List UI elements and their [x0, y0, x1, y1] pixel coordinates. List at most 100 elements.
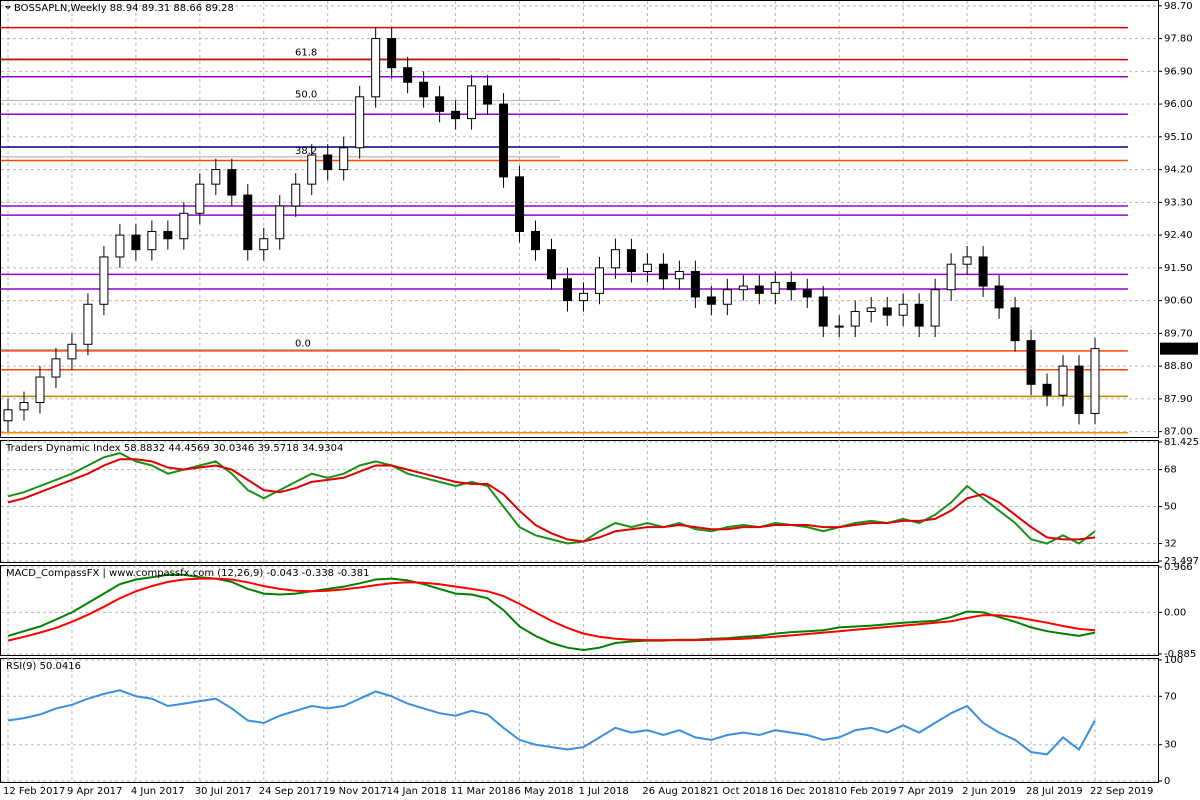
panel-title: BOSSAPLN,Weekly 88.94 89.31 88.66 89.28 — [14, 3, 234, 14]
candle-body — [562, 278, 572, 302]
y-tick-label: -0.885 — [1164, 649, 1196, 660]
x-tick-label: 4 Jun 2017 — [131, 786, 185, 797]
candle-body — [930, 289, 940, 327]
y-tick-label: 88.80 — [1164, 361, 1193, 372]
candle-body — [802, 289, 812, 298]
candle-body — [818, 296, 828, 327]
y-tick-label: 0 — [1164, 776, 1170, 787]
indicator-line — [7, 577, 1096, 642]
x-tick-label: 19 Nov 2017 — [323, 786, 387, 797]
y-tick-label: 50 — [1164, 502, 1177, 513]
candle-body — [515, 176, 525, 232]
candle-body — [19, 402, 29, 411]
candle-body — [962, 256, 972, 265]
x-tick-label: 11 Mar 2018 — [451, 786, 514, 797]
candle-body — [51, 358, 61, 378]
panel-title: MACD_CompassFX | www.compassfx.com (12,2… — [6, 568, 369, 579]
candle-body — [610, 249, 620, 269]
candle-body — [435, 96, 445, 112]
y-tick-label: 90.60 — [1164, 296, 1193, 307]
candle-body — [866, 307, 876, 313]
candle-body — [1074, 365, 1084, 414]
y-tick-label: 89.70 — [1164, 328, 1193, 339]
x-tick-label: 16 Dec 2018 — [770, 786, 834, 797]
y-tick-label: 98.70 — [1164, 1, 1193, 12]
candle-body — [83, 303, 93, 345]
y-tick-label: 81.4257 — [1164, 437, 1200, 448]
candle-body — [914, 303, 924, 327]
y-tick-label: 92.40 — [1164, 230, 1193, 241]
price-box — [1160, 342, 1198, 355]
candle-body — [898, 303, 908, 316]
y-tick-label: 68 — [1164, 465, 1177, 476]
y-tick-label: 70 — [1164, 691, 1177, 702]
candle-body — [626, 249, 636, 272]
y-tick-label: 87.00 — [1164, 427, 1193, 438]
candle-body — [243, 194, 253, 251]
y-tick-label: 100 — [1164, 655, 1183, 666]
candle-body — [994, 285, 1004, 309]
candle-body — [195, 183, 205, 214]
candle-body — [371, 38, 381, 98]
candle-body — [227, 169, 237, 196]
candle-body — [147, 230, 157, 251]
tdi-panel-frame — [0, 440, 1159, 563]
candle-body — [3, 409, 13, 422]
candle-body — [115, 234, 125, 258]
indicator-line — [7, 573, 1096, 652]
candle-body — [1042, 383, 1052, 396]
y-tick-label: 95.10 — [1164, 132, 1193, 143]
candle-body — [642, 263, 652, 272]
candle-body — [387, 38, 397, 69]
y-tick-label: 32 — [1164, 539, 1177, 550]
candle-body — [850, 311, 860, 327]
candle-body — [131, 234, 141, 251]
macd-panel-frame — [0, 565, 1159, 656]
y-tick-label: 23.4971 — [1164, 556, 1200, 567]
candle-body — [531, 230, 541, 251]
fib-label: 38.2 — [295, 146, 317, 157]
candle-body — [1090, 348, 1100, 414]
candle-body — [307, 154, 317, 185]
x-tick-label: 14 Jan 2018 — [387, 786, 447, 797]
candle-body — [722, 289, 732, 305]
x-tick-label: 21 Oct 2018 — [706, 786, 768, 797]
candle-body — [770, 281, 780, 294]
x-tick-label: 28 Jul 2019 — [1026, 786, 1083, 797]
x-tick-label: 2 Jun 2019 — [962, 786, 1016, 797]
candle-body — [690, 270, 700, 298]
candle-body — [674, 270, 684, 280]
candle-body — [483, 85, 493, 105]
candle-body — [339, 147, 349, 171]
y-tick-label: 0.966 — [1164, 562, 1193, 573]
y-tick-label: 30 — [1164, 740, 1177, 751]
candle-body — [786, 281, 796, 291]
main-panel-frame — [0, 0, 1159, 438]
candle-body — [163, 230, 173, 240]
fib-label: 0.0 — [295, 339, 311, 350]
candle-body — [323, 154, 333, 171]
y-tick-label: 93.30 — [1164, 197, 1193, 208]
y-tick-label: 96.00 — [1164, 99, 1193, 110]
candle-body — [499, 103, 509, 178]
candle-body — [275, 205, 285, 240]
x-tick-label: 1 Jul 2018 — [578, 786, 628, 797]
candle-body — [67, 343, 77, 360]
candle-body — [1010, 307, 1020, 342]
y-tick-label: 96.90 — [1164, 66, 1193, 77]
indicator-line — [7, 689, 1096, 756]
candle-body — [355, 96, 365, 149]
candle-body — [419, 81, 429, 98]
candle-body — [467, 85, 477, 120]
x-tick-label: 24 Sep 2017 — [259, 786, 322, 797]
candle-body — [706, 296, 716, 305]
rsi-panel-frame — [0, 658, 1159, 783]
x-tick-label: 30 Jul 2017 — [195, 786, 252, 797]
candle-body — [259, 238, 269, 251]
candle-body — [1026, 340, 1036, 385]
candle-body — [946, 263, 956, 291]
candle-body — [451, 110, 461, 120]
fib-label: 50.0 — [295, 89, 317, 100]
candle-body — [547, 249, 556, 280]
